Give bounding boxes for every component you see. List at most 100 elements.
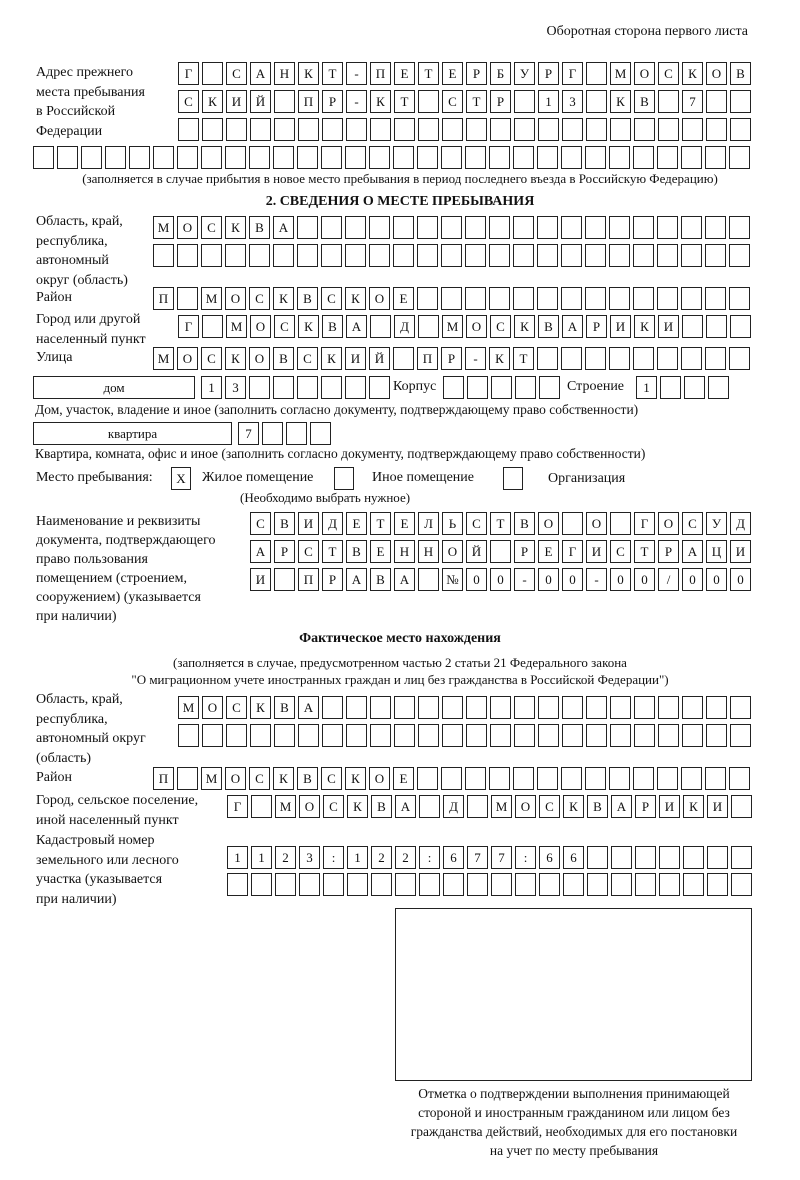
- char-cell[interactable]: [609, 146, 630, 169]
- char-cell[interactable]: А: [346, 315, 367, 338]
- char-cell[interactable]: [346, 696, 367, 719]
- char-cell[interactable]: [682, 724, 703, 747]
- char-cell[interactable]: [681, 146, 702, 169]
- char-cell[interactable]: [587, 873, 608, 896]
- char-cell[interactable]: [705, 287, 726, 310]
- char-cell[interactable]: [729, 216, 750, 239]
- char-cell[interactable]: -: [514, 568, 535, 591]
- char-cell[interactable]: [275, 873, 296, 896]
- char-cell[interactable]: [731, 873, 752, 896]
- char-cell[interactable]: [465, 767, 486, 790]
- char-cell[interactable]: [705, 347, 726, 370]
- char-cell[interactable]: С: [226, 696, 247, 719]
- char-cell[interactable]: М: [201, 767, 222, 790]
- char-cell[interactable]: К: [634, 315, 655, 338]
- char-cell[interactable]: [657, 287, 678, 310]
- char-cell[interactable]: [418, 118, 439, 141]
- char-cell[interactable]: [298, 118, 319, 141]
- char-cell[interactable]: [681, 244, 702, 267]
- char-cell[interactable]: [177, 767, 198, 790]
- char-cell[interactable]: О: [634, 62, 655, 85]
- char-cell[interactable]: [178, 724, 199, 747]
- char-cell[interactable]: [729, 287, 750, 310]
- char-cell[interactable]: [561, 146, 582, 169]
- char-cell[interactable]: [633, 216, 654, 239]
- char-cell[interactable]: [441, 287, 462, 310]
- char-cell[interactable]: [345, 376, 366, 399]
- char-cell[interactable]: [274, 90, 295, 113]
- char-cell[interactable]: И: [226, 90, 247, 113]
- char-cell[interactable]: В: [587, 795, 608, 818]
- char-cell[interactable]: [465, 287, 486, 310]
- char-cell[interactable]: [393, 146, 414, 169]
- char-cell[interactable]: В: [538, 315, 559, 338]
- char-cell[interactable]: И: [345, 347, 366, 370]
- char-cell[interactable]: К: [682, 62, 703, 85]
- char-cell[interactable]: [443, 873, 464, 896]
- char-cell[interactable]: Г: [227, 795, 248, 818]
- char-cell[interactable]: О: [250, 315, 271, 338]
- char-cell[interactable]: [369, 376, 390, 399]
- char-cell[interactable]: И: [298, 512, 319, 535]
- char-cell[interactable]: С: [321, 287, 342, 310]
- char-cell[interactable]: [370, 315, 391, 338]
- char-cell[interactable]: [418, 315, 439, 338]
- char-cell[interactable]: [681, 287, 702, 310]
- char-cell[interactable]: [442, 118, 463, 141]
- char-cell[interactable]: [513, 146, 534, 169]
- char-cell[interactable]: [684, 376, 705, 399]
- char-cell[interactable]: О: [706, 62, 727, 85]
- char-cell[interactable]: Н: [418, 540, 439, 563]
- char-cell[interactable]: [419, 795, 440, 818]
- char-cell[interactable]: [610, 724, 631, 747]
- house-type-field[interactable]: дом: [33, 376, 195, 399]
- char-cell[interactable]: [683, 873, 704, 896]
- char-cell[interactable]: М: [153, 216, 174, 239]
- char-cell[interactable]: А: [611, 795, 632, 818]
- char-cell[interactable]: [369, 244, 390, 267]
- char-cell[interactable]: И: [610, 315, 631, 338]
- char-cell[interactable]: [310, 422, 331, 445]
- char-cell[interactable]: [585, 146, 606, 169]
- char-cell[interactable]: [561, 216, 582, 239]
- char-cell[interactable]: Е: [370, 540, 391, 563]
- char-cell[interactable]: [585, 347, 606, 370]
- char-cell[interactable]: [441, 216, 462, 239]
- char-cell[interactable]: [561, 767, 582, 790]
- char-cell[interactable]: [178, 118, 199, 141]
- char-cell[interactable]: 0: [466, 568, 487, 591]
- char-cell[interactable]: Р: [658, 540, 679, 563]
- char-cell[interactable]: [514, 118, 535, 141]
- char-cell[interactable]: [730, 90, 751, 113]
- char-cell[interactable]: Е: [393, 767, 414, 790]
- char-cell[interactable]: [465, 216, 486, 239]
- char-cell[interactable]: Р: [322, 568, 343, 591]
- char-cell[interactable]: [683, 846, 704, 869]
- char-cell[interactable]: И: [250, 568, 271, 591]
- char-cell[interactable]: 6: [563, 846, 584, 869]
- char-cell[interactable]: У: [514, 62, 535, 85]
- char-cell[interactable]: [394, 724, 415, 747]
- char-cell[interactable]: [442, 696, 463, 719]
- char-cell[interactable]: Л: [418, 512, 439, 535]
- char-cell[interactable]: [274, 118, 295, 141]
- char-cell[interactable]: [730, 696, 751, 719]
- char-cell[interactable]: [297, 376, 318, 399]
- char-cell[interactable]: [609, 287, 630, 310]
- char-cell[interactable]: О: [177, 347, 198, 370]
- char-cell[interactable]: 1: [347, 846, 368, 869]
- char-cell[interactable]: [538, 724, 559, 747]
- char-cell[interactable]: [658, 724, 679, 747]
- char-cell[interactable]: :: [323, 846, 344, 869]
- char-cell[interactable]: [633, 244, 654, 267]
- char-cell[interactable]: [706, 90, 727, 113]
- char-cell[interactable]: [707, 846, 728, 869]
- char-cell[interactable]: А: [250, 62, 271, 85]
- char-cell[interactable]: [490, 696, 511, 719]
- char-cell[interactable]: [514, 696, 535, 719]
- char-cell[interactable]: К: [273, 767, 294, 790]
- char-cell[interactable]: И: [658, 315, 679, 338]
- char-cell[interactable]: С: [297, 347, 318, 370]
- char-cell[interactable]: М: [275, 795, 296, 818]
- char-cell[interactable]: [537, 767, 558, 790]
